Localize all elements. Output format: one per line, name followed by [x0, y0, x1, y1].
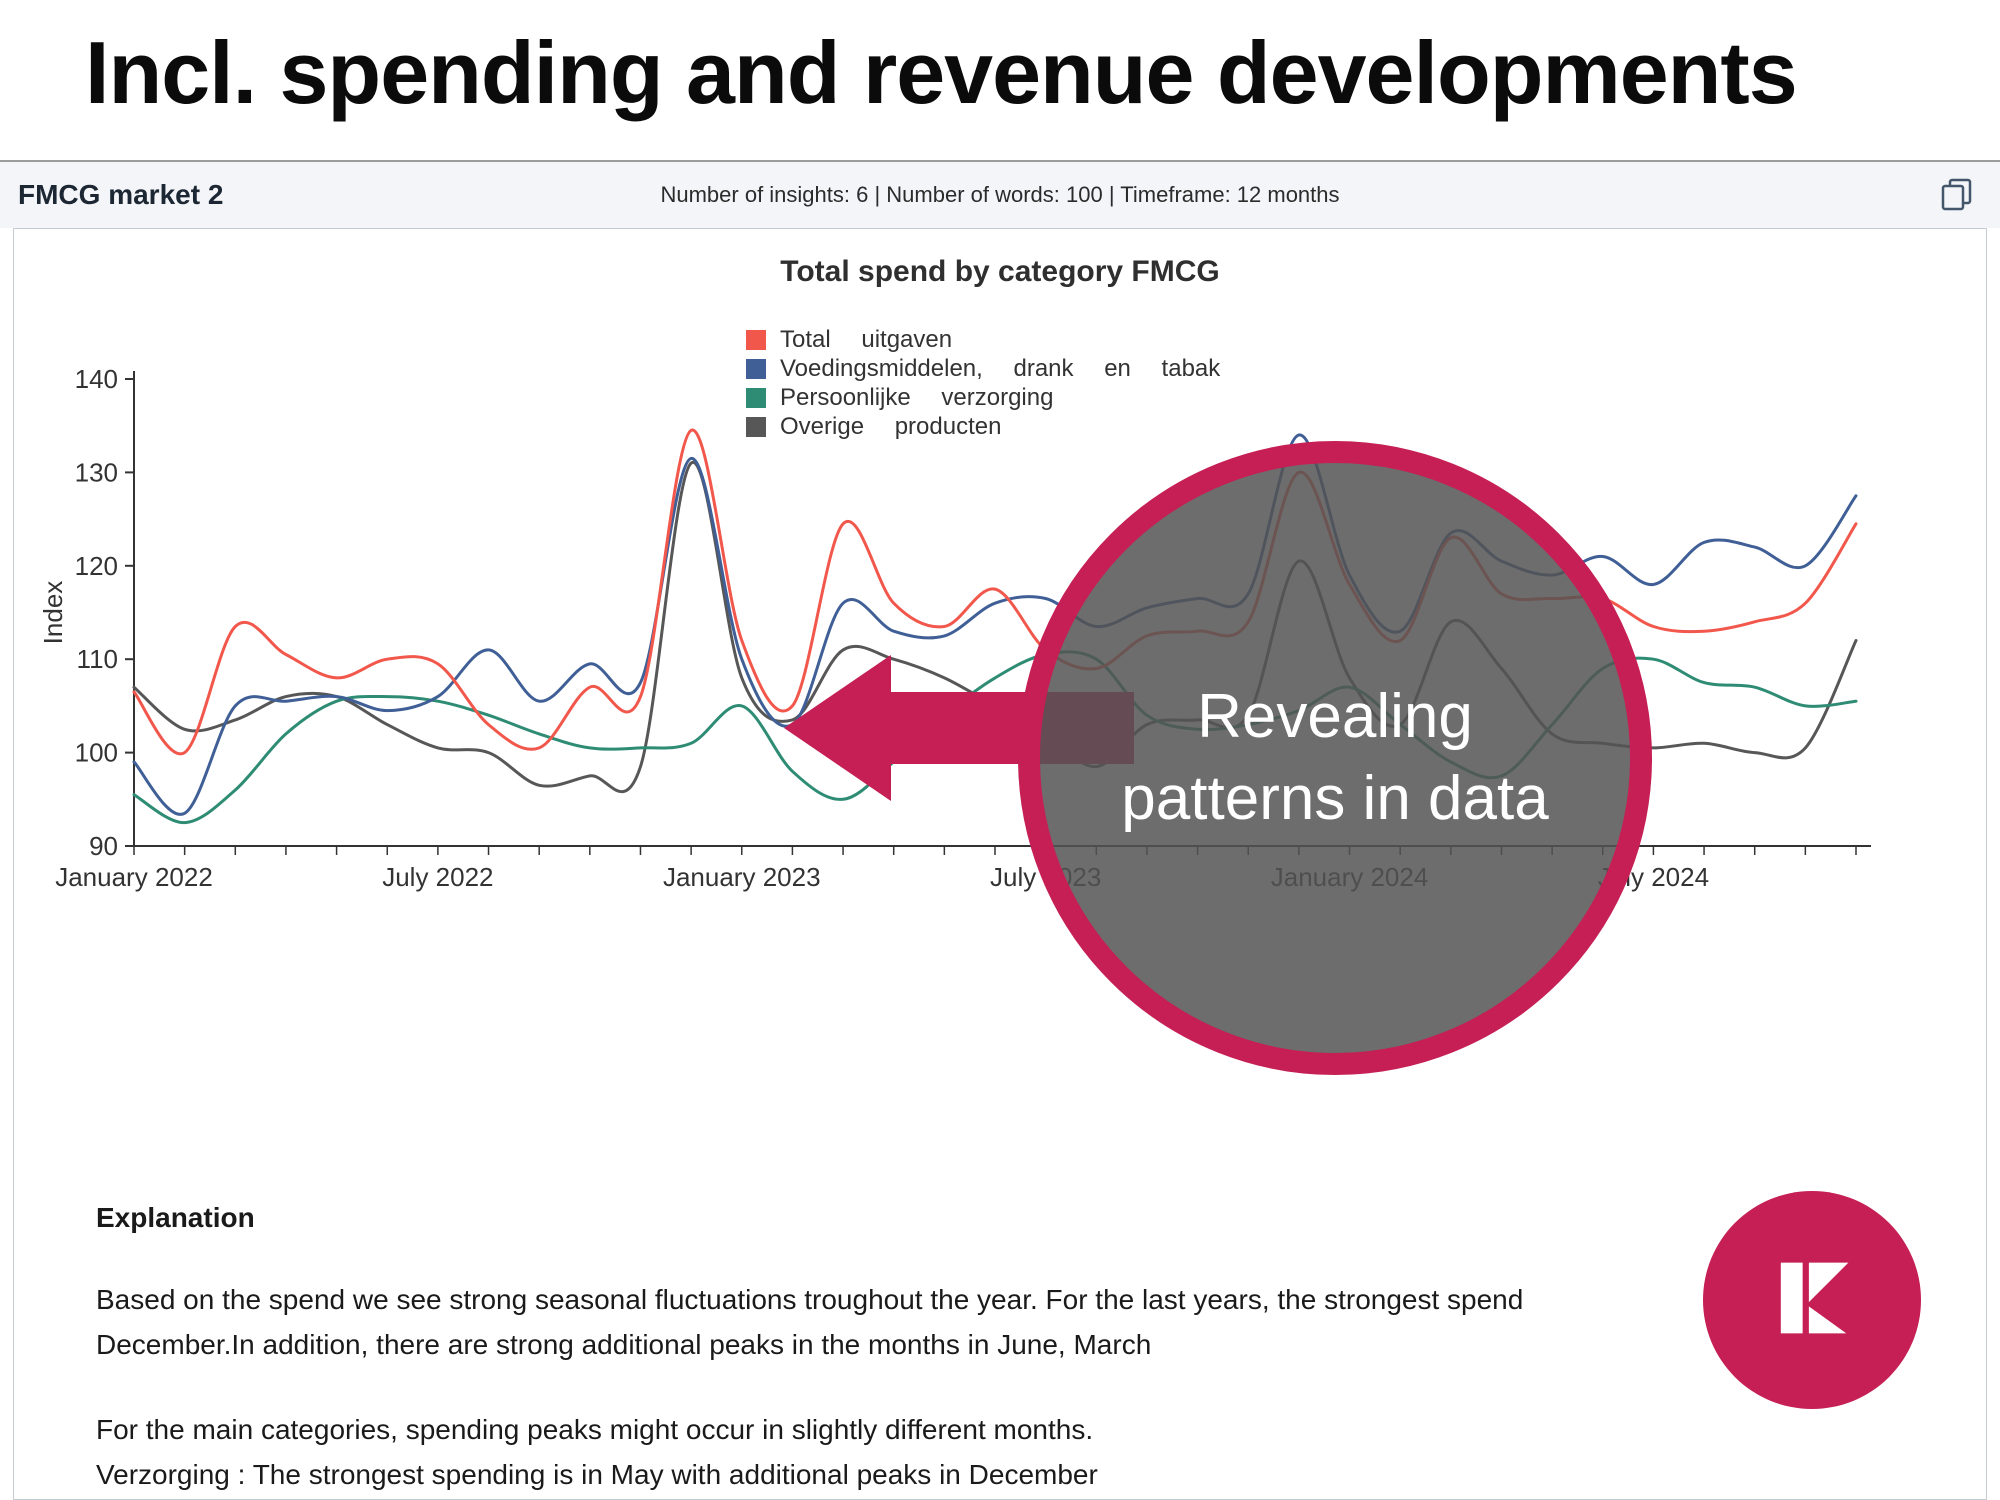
svg-text:January 2022: January 2022 [55, 862, 213, 892]
svg-text:July 2022: July 2022 [382, 862, 493, 892]
legend-swatch-icon [746, 387, 766, 408]
legend-swatch-icon [746, 416, 766, 437]
divider [0, 160, 2000, 162]
legend-item: Total uitgaven [746, 325, 1220, 354]
copy-icon [1939, 176, 1975, 215]
k-mark-icon [1760, 1246, 1864, 1355]
chart-legend: Total uitgaven Voedingsmiddelen, drank en… [746, 325, 1220, 441]
explanation-paragraph-2: For the main categories, spending peaks … [96, 1414, 1098, 1490]
legend-swatch-icon [746, 329, 766, 350]
svg-text:Index: Index [38, 581, 68, 645]
legend-label: Total uitgaven [780, 325, 953, 353]
explanation-paragraph-1: Based on the spend we see strong seasona… [96, 1284, 1524, 1360]
brand-logo [1703, 1191, 1921, 1409]
svg-text:January 2023: January 2023 [663, 862, 821, 892]
explanation-heading: Explanation [96, 1202, 255, 1233]
svg-text:110: 110 [77, 644, 118, 674]
panel-title: FMCG market 2 [18, 179, 224, 210]
panel-header: FMCG market 2 Number of insights: 6 | Nu… [0, 162, 2000, 228]
svg-text:100: 100 [75, 738, 118, 768]
legend-swatch-icon [746, 358, 766, 379]
page-title: Incl. spending and revenue developments [85, 23, 1798, 122]
svg-text:90: 90 [89, 831, 118, 861]
legend-label: Overige producten [780, 412, 1002, 440]
report-card: Total spend by category FMCG Total uitga… [13, 228, 1987, 1500]
copy-button[interactable] [1936, 174, 1978, 216]
callout-arrow-icon [784, 655, 1134, 806]
legend-item: Voedingsmiddelen, drank en tabak [746, 354, 1220, 383]
svg-text:130: 130 [75, 457, 118, 487]
svg-text:120: 120 [75, 551, 118, 581]
callout-circle: Revealing patterns in data [1018, 441, 1652, 1075]
svg-text:140: 140 [75, 364, 118, 394]
legend-label: Persoonlijke verzorging [780, 383, 1054, 411]
legend-item: Persoonlijke verzorging [746, 383, 1220, 412]
legend-item: Overige producten [746, 412, 1220, 441]
chart-title: Total spend by category FMCG [780, 255, 1220, 288]
panel-meta: Number of insights: 6 | Number of words:… [660, 182, 1340, 207]
callout-text: Revealing patterns in data [1121, 682, 1549, 833]
legend-label: Voedingsmiddelen, drank en tabak [780, 354, 1221, 382]
